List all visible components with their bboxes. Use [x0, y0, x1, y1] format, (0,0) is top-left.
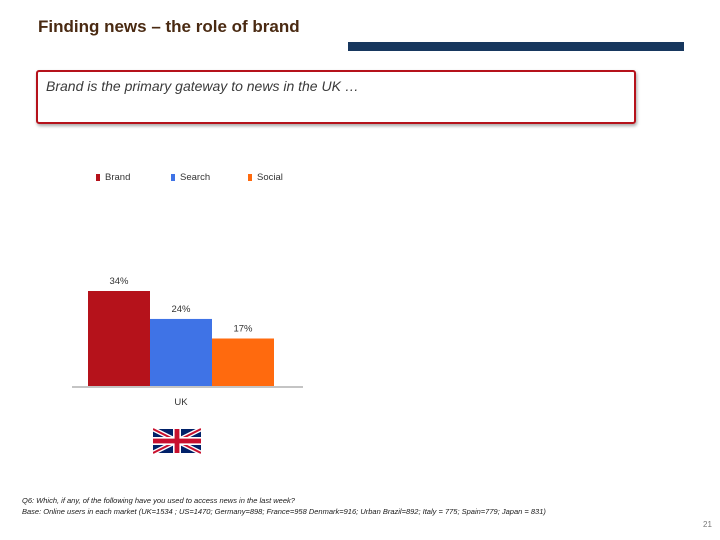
- footnote-question: Q6: Which, if any, of the following have…: [22, 496, 295, 505]
- title-underline-bar: [348, 42, 684, 51]
- bar-value-label-search: 24%: [171, 304, 191, 315]
- legend-swatch-social: [248, 174, 252, 181]
- uk-flag-icon: [153, 427, 201, 455]
- legend-swatch-search: [171, 174, 175, 181]
- footnote: Q6: Which, if any, of the following have…: [22, 495, 546, 517]
- legend-item-brand: Brand: [96, 172, 130, 183]
- page-number: 21: [703, 520, 712, 529]
- legend-label-social: Social: [257, 172, 283, 183]
- footnote-base: Base: Online users in each market (UK=15…: [22, 507, 546, 516]
- bar-search: [150, 318, 212, 386]
- legend-item-search: Search: [171, 172, 210, 183]
- page-title: Finding news – the role of brand: [38, 17, 300, 36]
- bar-value-label-social: 17%: [233, 324, 253, 335]
- bar-brand: [88, 291, 150, 386]
- legend-label-search: Search: [180, 172, 211, 183]
- chart-legend: Brand Search Social: [96, 172, 356, 186]
- headline-text: Brand is the primary gateway to news in …: [46, 78, 359, 94]
- legend-label-brand: Brand: [105, 172, 131, 183]
- headline-box: Brand is the primary gateway to news in …: [36, 70, 636, 124]
- legend-item-social: Social: [248, 172, 283, 183]
- bars-group: 34% 24% 17%: [88, 276, 274, 386]
- x-category-label: UK: [174, 397, 188, 408]
- bar-value-label-brand: 34%: [109, 276, 129, 287]
- bar-social: [212, 338, 274, 386]
- legend-swatch-brand: [96, 174, 100, 181]
